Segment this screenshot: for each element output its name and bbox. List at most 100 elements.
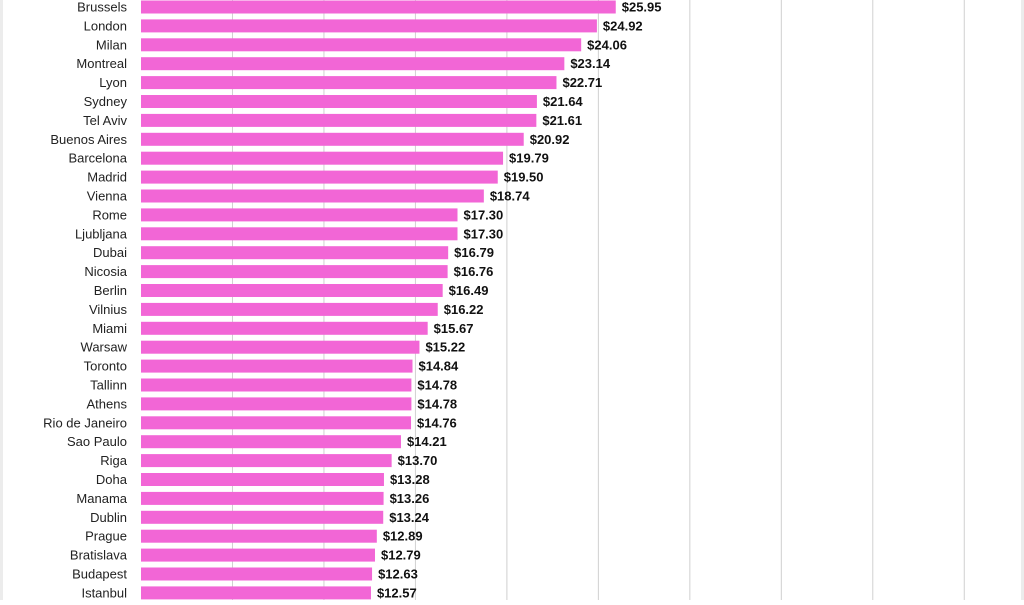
bar <box>141 132 524 146</box>
value-label: $23.14 <box>570 56 611 71</box>
value-label: $14.84 <box>418 359 459 374</box>
value-label: $19.50 <box>504 170 544 185</box>
bar <box>141 208 458 222</box>
category-label: Prague <box>85 529 127 544</box>
bar <box>141 265 448 279</box>
bar <box>141 227 458 241</box>
category-label: Sao Paulo <box>67 434 127 449</box>
value-label: $13.70 <box>398 453 438 468</box>
bar <box>141 113 537 127</box>
category-label: Madrid <box>87 170 127 185</box>
category-label: Riga <box>100 453 128 468</box>
category-label: Istanbul <box>81 585 127 600</box>
bar <box>141 170 498 184</box>
value-label: $12.57 <box>377 585 417 600</box>
bar <box>141 340 420 354</box>
category-label: Budapest <box>72 567 127 582</box>
value-label: $16.49 <box>449 283 489 298</box>
bar <box>141 586 371 600</box>
category-label: Warsaw <box>81 340 128 355</box>
value-label: $16.76 <box>454 264 494 279</box>
category-label: London <box>84 18 127 33</box>
bar <box>141 189 484 203</box>
value-label: $21.64 <box>543 94 584 109</box>
bar <box>141 473 384 486</box>
bar <box>141 284 443 297</box>
category-label: Barcelona <box>68 151 127 166</box>
category-label: Berlin <box>94 283 127 298</box>
value-label: $12.79 <box>381 548 421 563</box>
category-label: Rome <box>92 207 127 222</box>
bar <box>141 246 449 260</box>
bar <box>141 397 412 411</box>
value-label: $14.21 <box>407 434 447 449</box>
category-label: Buenos Aires <box>50 132 127 147</box>
bar <box>141 416 412 430</box>
category-label: Bratislava <box>70 548 128 563</box>
category-label: Dublin <box>90 510 127 525</box>
category-label: Toronto <box>84 359 127 374</box>
category-label: Milan <box>96 37 127 52</box>
value-label: $15.22 <box>425 340 465 355</box>
category-label: Brussels <box>77 0 127 15</box>
bar <box>141 95 537 108</box>
category-label: Rio de Janeiro <box>43 415 127 430</box>
value-label: $15.67 <box>434 321 474 336</box>
bar <box>141 0 616 14</box>
bar <box>141 529 377 543</box>
value-label: $13.28 <box>390 472 430 487</box>
category-labels: Brussels London Milan Montreal Lyon Sydney Tel… <box>43 0 128 600</box>
value-label: $20.92 <box>530 132 570 147</box>
value-label: $13.26 <box>390 491 430 506</box>
value-label: $14.76 <box>417 415 457 430</box>
bar <box>141 302 438 316</box>
bar <box>141 321 428 335</box>
bar <box>141 548 375 562</box>
value-label: $18.74 <box>490 189 531 204</box>
category-label: Vilnius <box>89 302 128 317</box>
bar <box>141 57 565 71</box>
value-label: $14.78 <box>417 396 457 411</box>
category-label: Sydney <box>84 94 128 109</box>
bar <box>141 76 557 90</box>
value-label: $13.24 <box>389 510 430 525</box>
bar <box>141 38 582 52</box>
category-label: Lyon <box>99 75 127 90</box>
value-label: $22.71 <box>562 75 602 90</box>
bar <box>141 151 504 165</box>
category-label: Vienna <box>87 189 128 204</box>
value-label: $12.63 <box>378 567 418 582</box>
bar <box>141 491 384 505</box>
value-labels: $25.95 $24.92 $24.06 $23.14 $22.71 $21.64 $21.… <box>377 0 662 600</box>
bar <box>141 435 401 449</box>
value-label: $14.78 <box>417 378 457 393</box>
bar <box>141 454 392 468</box>
left-edge-shadow <box>0 0 3 600</box>
value-label: $25.95 <box>622 0 662 15</box>
right-edge-shadow <box>1021 0 1024 600</box>
value-label: $12.89 <box>383 529 423 544</box>
bar <box>141 359 413 373</box>
bar <box>141 19 597 33</box>
category-label: Athens <box>87 396 128 411</box>
bar <box>141 510 384 524</box>
value-label: $24.06 <box>587 37 627 52</box>
value-label: $21.61 <box>542 113 582 128</box>
category-label: Manama <box>76 491 127 506</box>
bar <box>141 567 373 581</box>
value-label: $19.79 <box>509 151 549 166</box>
category-label: Tel Aviv <box>83 113 127 128</box>
category-label: Montreal <box>76 56 127 71</box>
value-label: $24.92 <box>603 18 643 33</box>
category-label: Dubai <box>93 245 127 260</box>
value-label: $16.22 <box>444 302 484 317</box>
category-label: Tallinn <box>90 378 127 393</box>
category-label: Nicosia <box>84 264 127 279</box>
value-label: $17.30 <box>463 226 503 241</box>
category-label: Miami <box>92 321 127 336</box>
value-label: $17.30 <box>463 207 503 222</box>
category-label: Ljubljana <box>75 226 128 241</box>
bar <box>141 378 412 392</box>
